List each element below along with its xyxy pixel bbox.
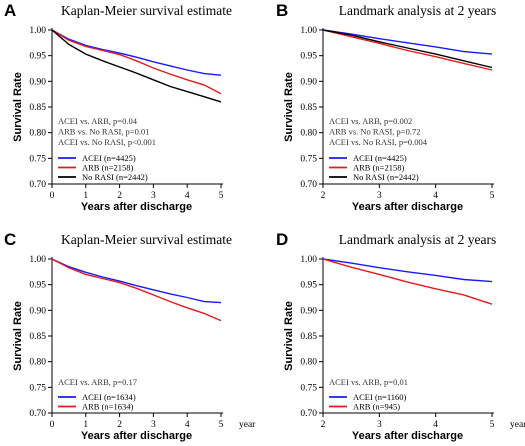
stat-line: ACEI vs. ARB, p=0.01 <box>329 377 408 387</box>
panel-c: C Kaplan-Meier survival estimate 0.70 0.75 0… <box>4 230 256 442</box>
x-tick-label: 2 <box>117 420 122 430</box>
series-line-2 <box>51 29 222 95</box>
x-tick-label: 4 <box>433 420 438 430</box>
y-tick-label: 1.00 <box>29 26 46 36</box>
y-tick-label: 0.85 <box>29 332 46 342</box>
y-axis-label: Survival Rate <box>283 301 295 371</box>
series-line-2 <box>322 258 493 305</box>
x-tick-label: 2 <box>117 191 122 201</box>
x-tick-label: 3 <box>377 191 382 201</box>
y-tick-label: 0.85 <box>29 103 46 113</box>
panel-b: B Landmark analysis at 2 years 0.70 0.75 0.8… <box>276 1 496 213</box>
panel-title: Landmark analysis at 2 years <box>339 232 496 247</box>
y-tick-label: 0.70 <box>300 409 317 419</box>
stat-line: ARB vs. No RASI, p=0.72 <box>329 127 420 137</box>
series-line-1 <box>51 258 222 304</box>
x-tick-label: 5 <box>490 191 495 201</box>
y-tick-label: 0.70 <box>29 180 46 190</box>
legend-label: ARB (n=1634) <box>82 402 133 412</box>
stat-line: ACEI vs. ARB, p=0.04 <box>58 116 138 126</box>
y-tick-label: 0.95 <box>300 52 317 62</box>
panel-letter: D <box>276 230 288 249</box>
series-line-2 <box>51 258 222 322</box>
y-tick-label: 0.90 <box>29 306 46 316</box>
panel-a: A Kaplan-Meier survival estimate 0.70 0.75 0… <box>4 1 232 213</box>
panel-letter: B <box>276 1 288 20</box>
x-axis-label: Years after discharge <box>352 430 463 442</box>
series-line-2 <box>322 29 493 71</box>
panel-title: Kaplan-Meier survival estimate <box>61 3 232 18</box>
y-tick-label: 0.75 <box>29 154 46 164</box>
x-tick-label: 2 <box>321 420 326 430</box>
y-tick-label: 0.75 <box>300 154 317 164</box>
x-tick-label: 5 <box>490 420 495 430</box>
y-tick-label: 1.00 <box>300 255 317 265</box>
legend-label: ACEI (n=1160) <box>353 392 407 402</box>
series-line-1 <box>322 29 493 55</box>
series-line-3 <box>51 29 222 103</box>
x-unit-label: year <box>239 420 256 430</box>
panel-d: D Landmark analysis at 2 years 0.70 0.75 0.8… <box>276 230 525 442</box>
stat-line: ACEI vs. ARB, p=0.17 <box>58 377 137 387</box>
y-tick-label: 0.95 <box>300 281 317 291</box>
y-tick-label: 0.90 <box>29 77 46 87</box>
legend-label: ARB (n=2158) <box>353 163 404 173</box>
x-tick-label: 3 <box>377 420 382 430</box>
legend-label: No RASI (n=2442) <box>82 172 148 182</box>
x-tick-label: 2 <box>321 191 326 201</box>
series-line-1 <box>51 29 222 76</box>
legend-label: No RASI (n=2442) <box>353 172 419 182</box>
y-tick-label: 0.70 <box>29 409 46 419</box>
y-tick-label: 0.80 <box>29 358 46 368</box>
x-tick-label: 5 <box>219 420 224 430</box>
series-line-1 <box>322 258 493 283</box>
x-tick-label: 4 <box>433 191 438 201</box>
x-tick-label: 3 <box>151 191 156 201</box>
panel-title: Landmark analysis at 2 years <box>339 3 496 18</box>
x-tick-label: 4 <box>185 191 190 201</box>
x-axis-label: Years after discharge <box>81 201 192 213</box>
y-tick-label: 0.85 <box>300 103 317 113</box>
y-tick-label: 0.95 <box>29 52 46 62</box>
x-tick-label: 1 <box>83 420 88 430</box>
panel-letter: A <box>4 1 16 20</box>
x-tick-label: 5 <box>219 191 224 201</box>
legend-label: ARB (n=2158) <box>82 163 133 173</box>
panel-letter: C <box>4 230 16 249</box>
y-axis-label: Survival Rate <box>12 301 24 371</box>
panel-title: Kaplan-Meier survival estimate <box>61 232 232 247</box>
y-tick-label: 0.90 <box>300 306 317 316</box>
y-tick-label: 0.80 <box>300 358 317 368</box>
legend-label: ACEI (n=1634) <box>82 392 136 402</box>
y-tick-label: 0.95 <box>29 281 46 291</box>
y-tick-label: 0.80 <box>29 129 46 139</box>
x-axis-label: Years after discharge <box>352 201 463 213</box>
legend-label: ACEI (n=4425) <box>353 153 407 163</box>
x-tick-label: 0 <box>50 420 55 430</box>
y-tick-label: 0.75 <box>29 383 46 393</box>
x-tick-label: 4 <box>185 420 190 430</box>
stat-line: ACEI vs. ARB, p=0.002 <box>329 116 412 126</box>
legend-label: ARB (n=945) <box>353 402 400 412</box>
stat-line: ACEI vs. No RASI, p<0.001 <box>58 137 156 147</box>
y-tick-label: 0.90 <box>300 77 317 87</box>
x-axis-label: Years after discharge <box>81 430 192 442</box>
stat-line: ACEI vs. No RASI, p=0.004 <box>329 137 428 147</box>
y-tick-label: 0.80 <box>300 129 317 139</box>
y-axis-label: Survival Rate <box>12 72 24 142</box>
x-tick-label: 3 <box>151 420 156 430</box>
x-unit-label: year <box>510 420 525 430</box>
x-tick-label: 0 <box>50 191 55 201</box>
x-tick-label: 1 <box>83 191 88 201</box>
y-tick-label: 0.70 <box>300 180 317 190</box>
y-tick-label: 1.00 <box>300 26 317 36</box>
series-line-3 <box>322 29 493 69</box>
y-tick-label: 0.85 <box>300 332 317 342</box>
y-tick-label: 0.75 <box>300 383 317 393</box>
y-tick-label: 1.00 <box>29 255 46 265</box>
y-axis-label: Survival Rate <box>283 72 295 142</box>
stat-line: ARB vs. No RASI, p=0.01 <box>58 127 149 137</box>
legend-label: ACEI (n=4425) <box>82 153 136 163</box>
